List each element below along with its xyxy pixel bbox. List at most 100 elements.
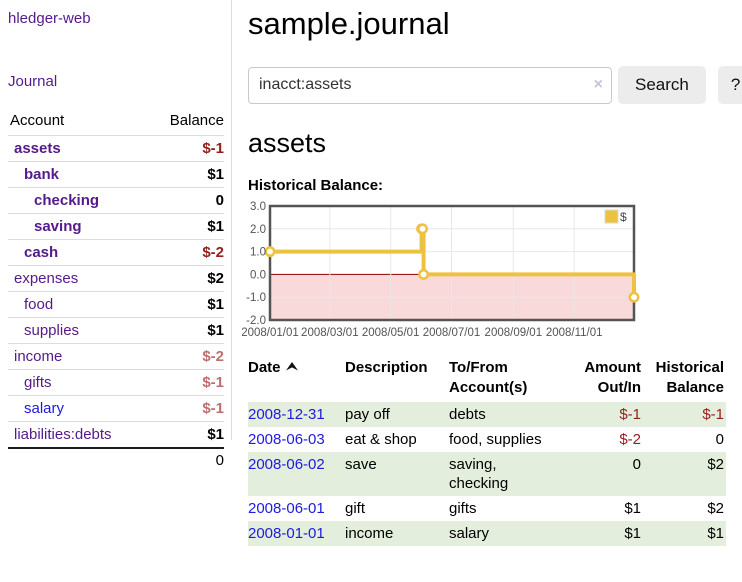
account-row: income $-2	[8, 343, 224, 370]
transaction-balance: $2	[707, 456, 724, 473]
account-row: food $1	[8, 291, 224, 318]
transaction-balance: 0	[715, 431, 724, 448]
register-row: 2008-06-03 eat & shop food, supplies $-2 0	[248, 427, 726, 452]
register-col-accounts: To/From Account(s)	[449, 359, 528, 396]
account-row: gifts $-1	[8, 369, 224, 396]
legend-label: $	[620, 210, 627, 224]
chart-label: Historical Balance:	[248, 177, 384, 194]
transaction-description: income	[345, 525, 394, 542]
transaction-description: save	[345, 456, 377, 473]
register-row: 2008-01-01 income salary $1 $1	[248, 521, 726, 546]
accounts-table: Account Balance assets $-1 bank $1 checking 0…	[8, 110, 224, 472]
transaction-amount: $-1	[619, 406, 641, 423]
register-row: 2008-12-31 pay off debts $-1 $-1	[248, 402, 726, 427]
search-box: ×	[248, 66, 612, 104]
transaction-date-link[interactable]: 2008-06-03	[248, 431, 325, 448]
clear-search-icon[interactable]: ×	[593, 75, 603, 93]
x-axis-tick: 2008/11/01	[546, 327, 603, 339]
search-form: × Search ?	[248, 66, 742, 104]
account-row: cash $-2	[8, 239, 224, 266]
register-row: 2008-06-01 gift gifts $1 $2	[248, 496, 726, 521]
register-row: 2008-06-02 save saving, checking 0 $2	[248, 452, 726, 496]
account-balance: $1	[148, 421, 224, 448]
x-axis-tick: 2008/05/01	[362, 327, 420, 339]
data-point-marker	[418, 268, 430, 280]
account-balance: $-1	[148, 369, 224, 396]
data-point-marker	[417, 223, 429, 235]
x-axis-tick: 2008/09/01	[485, 327, 543, 339]
y-axis-tick: 3.0	[250, 201, 266, 213]
register-table: Date Description To/From Account(s) Amou…	[248, 356, 726, 546]
account-link-salary[interactable]: salary	[24, 400, 65, 417]
account-row: liabilities:debts $1	[8, 421, 224, 448]
account-link-income[interactable]: income	[14, 348, 63, 365]
sidebar-item-journal[interactable]: Journal	[8, 73, 58, 90]
transaction-amount: $1	[624, 500, 641, 517]
account-link-checking[interactable]: checking	[34, 192, 100, 209]
y-axis-tick: 0.0	[250, 269, 266, 281]
account-balance: $-2	[148, 239, 224, 266]
x-axis-tick: 2008/03/01	[301, 327, 359, 339]
account-heading: assets	[248, 128, 327, 158]
accounts-col-account: Account	[10, 112, 65, 129]
y-axis-tick: -1.0	[246, 292, 266, 304]
app-title-link[interactable]: hledger-web	[8, 10, 91, 27]
register-header-row: Date Description To/From Account(s) Amou…	[248, 356, 726, 402]
transaction-description: gift	[345, 500, 366, 517]
transaction-amount: $-2	[619, 431, 641, 448]
account-link-expenses[interactable]: expenses	[14, 270, 79, 287]
transaction-accounts: salary	[449, 525, 490, 542]
y-axis-tick: -2.0	[246, 315, 266, 327]
account-balance: $1	[148, 161, 224, 188]
register-col-date[interactable]: Date	[248, 356, 345, 402]
transaction-balance: $1	[707, 525, 724, 542]
sort-ascending-icon	[285, 362, 298, 371]
account-link-liabilities-debts[interactable]: liabilities:debts	[14, 426, 112, 443]
search-button[interactable]: Search	[618, 66, 706, 104]
transaction-accounts: saving, checking	[449, 456, 509, 492]
transaction-amount: 0	[632, 456, 641, 473]
y-axis-tick: 2.0	[250, 224, 266, 236]
account-balance: $1	[148, 213, 224, 240]
transaction-date-link[interactable]: 2008-06-02	[248, 456, 325, 473]
transaction-date-link[interactable]: 2008-01-01	[248, 525, 325, 542]
sidebar: hledger-web Journal Account Balance asse…	[0, 0, 232, 472]
accounts-total-row: 0	[8, 447, 224, 472]
account-link-food[interactable]: food	[24, 296, 54, 313]
transaction-amount: $1	[624, 525, 641, 542]
account-row: salary $-1	[8, 395, 224, 422]
transaction-balance: $2	[707, 500, 724, 517]
x-axis-tick: 2008/07/01	[423, 327, 481, 339]
register-col-description: Description	[345, 359, 428, 376]
accounts-total-value: 0	[148, 447, 224, 472]
accounts-col-balance: Balance	[169, 112, 224, 129]
account-balance: $1	[148, 291, 224, 318]
transaction-date-link[interactable]: 2008-06-01	[248, 500, 325, 517]
data-point-marker	[628, 291, 640, 303]
accounts-header-row: Account Balance	[8, 110, 224, 136]
account-balance: $1	[148, 317, 224, 344]
search-input[interactable]	[248, 66, 612, 104]
account-row: saving $1	[8, 213, 224, 240]
data-point-marker	[264, 246, 276, 258]
account-link-cash[interactable]: cash	[24, 244, 59, 261]
account-row: bank $1	[8, 161, 224, 188]
x-axis-tick: 2008/01/01	[242, 327, 299, 339]
account-row: assets $-1	[8, 135, 224, 162]
account-link-supplies[interactable]: supplies	[24, 322, 80, 339]
account-link-assets[interactable]: assets	[14, 140, 61, 157]
transaction-accounts: gifts	[449, 500, 477, 517]
transaction-description: eat & shop	[345, 431, 417, 448]
y-axis-tick: 1.0	[250, 247, 266, 259]
transaction-balance: $-1	[702, 406, 724, 423]
account-link-gifts[interactable]: gifts	[24, 374, 52, 391]
hledger-web-app: hledger-web Journal Account Balance asse…	[0, 0, 742, 546]
transaction-date-link[interactable]: 2008-12-31	[248, 406, 325, 423]
help-button[interactable]: ?	[717, 66, 742, 104]
transaction-accounts: debts	[449, 406, 486, 423]
register-col-amount: Amount Out/In	[584, 359, 641, 396]
account-link-bank[interactable]: bank	[24, 166, 60, 183]
account-link-saving[interactable]: saving	[34, 218, 82, 235]
account-row: supplies $1	[8, 317, 224, 344]
